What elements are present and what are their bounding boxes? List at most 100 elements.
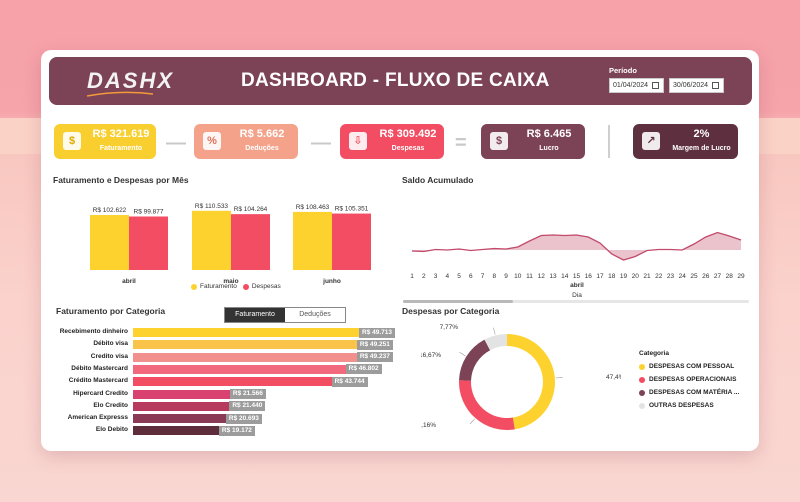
- moneybag-icon: $: [490, 132, 508, 150]
- bar-value-label: R$ 105.351: [335, 206, 369, 213]
- bar-value-label: R$ 104.264: [234, 206, 268, 213]
- legend-label: OUTRAS DESPESAS: [649, 402, 714, 409]
- legend-dot-despesas: [242, 283, 249, 290]
- bar-value-label: R$ 110.533: [195, 203, 229, 210]
- kpi-faturamento: $ R$ 321.619 Faturamento: [54, 124, 156, 159]
- trend-up-icon: ↗: [642, 132, 660, 150]
- equals-operator: =: [455, 132, 467, 154]
- kpi-value: R$ 309.492: [379, 128, 437, 140]
- saldo-chart: 1 2 3 4 5 6 7 8 9 10 11 12 13 14 15 16 17 18 19 20 21 22 23 24 2…: [403, 231, 749, 303]
- day-tick-label: 14: [561, 273, 569, 280]
- legend-faturamento: Faturamento: [200, 283, 237, 290]
- day-tick-label: 25: [690, 273, 698, 280]
- day-tick-label: 17: [596, 273, 604, 280]
- calendar-icon[interactable]: [712, 82, 720, 89]
- category-bar: [133, 328, 361, 337]
- day-tick-label: 8: [492, 273, 496, 280]
- bar-despesas: [129, 216, 168, 270]
- donut-chart: 47,4% 28,16% 16,67% 7,77%: [421, 324, 621, 430]
- category-value-label: R$ 49.237: [356, 352, 393, 363]
- percent-icon: %: [203, 132, 221, 150]
- kpi-value: R$ 6.465: [526, 128, 572, 140]
- legend-dot: [639, 376, 645, 383]
- category-label: junho: [322, 278, 341, 285]
- category-value-label: R$ 21.440: [229, 401, 266, 412]
- category-label: maio: [223, 278, 238, 285]
- x-axis-title: Dia: [572, 292, 582, 299]
- dashboard-card: DASHX DASHBOARD - FLUXO DE CAIXA Período…: [41, 50, 759, 451]
- day-tick-label: 2: [422, 273, 426, 280]
- category-label: Débito Mastercard: [71, 364, 128, 372]
- day-tick-label: 21: [643, 273, 651, 280]
- slice-percent-label: 16,67%: [421, 352, 441, 359]
- category-value-label: R$ 19.172: [218, 425, 255, 436]
- calendar-icon[interactable]: [652, 82, 660, 89]
- donut-legend-item: DESPESAS OPERACIONAIS: [639, 376, 736, 383]
- legend-despesas: Despesas: [251, 283, 281, 290]
- category-bar: [133, 401, 232, 411]
- category-bar: [133, 340, 359, 350]
- leader-line: [493, 327, 496, 335]
- saldo-line: [411, 231, 742, 261]
- logo-swoosh-icon: [86, 91, 154, 97]
- header-bar: DASHX DASHBOARD - FLUXO DE CAIXA Período…: [49, 57, 752, 105]
- legend-dot: [639, 363, 645, 370]
- dollar-icon: $: [63, 132, 81, 150]
- day-tick-label: 27: [714, 273, 722, 280]
- category-label: Elo Credito: [93, 401, 128, 409]
- category-label: American Expresss: [67, 414, 128, 422]
- day-tick-label: 15: [573, 273, 581, 280]
- category-bar: [133, 426, 221, 436]
- donut-legend-item: OUTRAS DESPESAS: [639, 402, 714, 409]
- minus-operator: —: [166, 132, 186, 154]
- day-tick-label: 11: [526, 273, 533, 280]
- bar-despesas: [332, 213, 371, 270]
- donut-chart-title: Despesas por Categoria: [402, 306, 500, 316]
- date-end-field[interactable]: 30/06/2024: [669, 78, 724, 93]
- kpi-label: Despesas: [391, 145, 425, 152]
- category-label: Recebimento dinheiro: [59, 328, 128, 335]
- day-tick-label: 10: [514, 273, 522, 280]
- category-value-label: R$ 43.744: [331, 376, 368, 387]
- category-label: Elo Debito: [95, 426, 128, 434]
- date-start-field[interactable]: 01/04/2024: [609, 78, 664, 93]
- day-tick-label: 3: [434, 273, 438, 280]
- day-tick-label: 19: [620, 273, 628, 280]
- toggle-faturamento[interactable]: Faturamento: [225, 308, 285, 322]
- day-tick-label: 20: [632, 273, 640, 280]
- expense-icon: ⇩: [349, 132, 367, 150]
- kpi-despesas: ⇩ R$ 309.492 Despesas: [340, 124, 444, 159]
- day-tick-label: 9: [504, 273, 508, 280]
- day-tick-label: 24: [679, 273, 687, 280]
- bar-despesas: [231, 214, 270, 270]
- donut-legend-item: DESPESAS COM MATÉRIA ...: [639, 389, 739, 396]
- toggle-deducoes[interactable]: Deduções: [285, 308, 345, 322]
- kpi-value: 2%: [693, 128, 710, 140]
- kpi-label: Deduções: [245, 145, 279, 152]
- date-start-value: 01/04/2024: [613, 82, 649, 89]
- bar-legend: Faturamento Despesas: [191, 283, 281, 290]
- kpi-label: Faturamento: [99, 145, 143, 152]
- donut-slice: [459, 339, 491, 381]
- bar-chart: R$ 102.622 R$ 99.877 abril R$ 110.533 R$ 104…: [90, 203, 371, 285]
- legend-dot: [639, 402, 645, 409]
- day-tick-label: 18: [608, 273, 616, 280]
- donut-legend-title: Categoria: [639, 350, 669, 357]
- kpi-label: Margem de Lucro: [672, 145, 731, 152]
- leader-line: [469, 418, 475, 425]
- category-value-label: R$ 21.566: [229, 389, 266, 399]
- bar-faturamento: [90, 215, 129, 270]
- legend-label: DESPESAS OPERACIONAIS: [649, 376, 737, 383]
- legend-dot: [639, 389, 645, 396]
- kpi-margem: ↗ 2% Margem de Lucro: [633, 124, 738, 159]
- bar-faturamento: [192, 210, 231, 270]
- legend-dot-faturamento: [191, 283, 197, 290]
- day-tick-label: 12: [538, 273, 546, 280]
- donut-slice: [507, 334, 555, 430]
- category-bar: [133, 352, 359, 362]
- kpi-value: R$ 321.619: [92, 128, 150, 140]
- day-tick-label: 23: [667, 273, 675, 280]
- month-group-label: abril: [570, 282, 584, 289]
- day-tick-label: 29: [737, 273, 745, 280]
- category-label: Crédito Mastercard: [68, 377, 128, 385]
